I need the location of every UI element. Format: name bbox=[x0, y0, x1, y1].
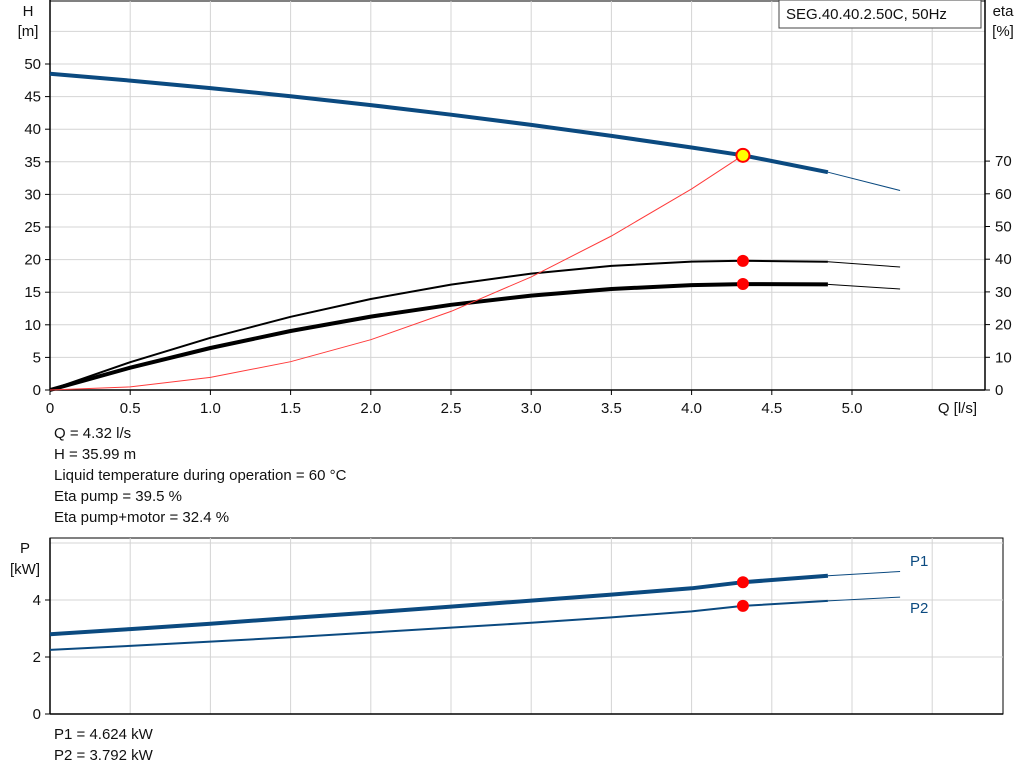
q-tick-label: 4.0 bbox=[681, 400, 702, 417]
info-liquid-temp: Liquid temperature during operation = 60… bbox=[54, 467, 347, 484]
q-tick-label: 2.0 bbox=[360, 400, 381, 417]
info-eta-pump: Eta pump = 39.5 % bbox=[54, 488, 182, 505]
eta-tick-label: 30 bbox=[995, 284, 1012, 301]
p-tick-label: 2 bbox=[33, 649, 41, 666]
info-q: Q = 4.32 l/s bbox=[54, 425, 132, 442]
eta-tick-label: 70 bbox=[995, 153, 1012, 170]
eta-tick-label: 50 bbox=[995, 219, 1012, 236]
eta-pump-motor-curve bbox=[49, 282, 828, 392]
h-tick-label: 15 bbox=[24, 284, 41, 301]
info-eta-total: Eta pump+motor = 32.4 % bbox=[54, 509, 230, 526]
h-tick-label: 5 bbox=[33, 349, 41, 366]
q-tick-label: 1.5 bbox=[280, 400, 301, 417]
top-plot-frame bbox=[49, 0, 986, 391]
p1-curve bbox=[49, 573, 829, 637]
p1-legend-label: P1 bbox=[910, 553, 928, 570]
q-tick-label: 0.5 bbox=[120, 400, 141, 417]
h-axis-label: H bbox=[23, 3, 34, 20]
info-h: H = 35.99 m bbox=[54, 446, 137, 463]
h-tick-label: 0 bbox=[33, 382, 41, 399]
eta-pump-motor-curve-extension bbox=[827, 283, 901, 290]
q-tick-label: 3.5 bbox=[601, 400, 622, 417]
h-axis-unit: [m] bbox=[18, 23, 39, 40]
h-tick-label: 10 bbox=[24, 317, 41, 334]
q-tick-label: 2.5 bbox=[441, 400, 462, 417]
q-tick-label: 3.0 bbox=[521, 400, 542, 417]
eta-total-duty-point bbox=[736, 278, 749, 291]
h-tick-label: 20 bbox=[24, 252, 41, 269]
p-tick-label: 0 bbox=[33, 706, 41, 723]
h-tick-label: 40 bbox=[24, 121, 41, 138]
eta-pump-curve bbox=[49, 259, 828, 391]
eta-pump-duty-point bbox=[736, 254, 749, 267]
eta-tick-label: 40 bbox=[995, 251, 1012, 268]
pump-model-box bbox=[778, 0, 982, 29]
h-tick-label: 35 bbox=[24, 154, 41, 171]
eta-tick-label: 0 bbox=[995, 382, 1003, 399]
eta-tick-label: 10 bbox=[995, 349, 1012, 366]
q-tick-label: 4.5 bbox=[761, 400, 782, 417]
p-axis-label: P bbox=[20, 540, 30, 557]
p2-curve bbox=[49, 599, 828, 651]
p1-duty-point bbox=[736, 576, 749, 589]
eta-axis-label: eta bbox=[993, 3, 1015, 20]
h-tick-label: 45 bbox=[24, 89, 41, 106]
eta-tick-label: 60 bbox=[995, 186, 1012, 203]
system-curve-curve bbox=[49, 154, 744, 391]
p-tick-label: 4 bbox=[33, 592, 41, 609]
q-tick-label: 5.0 bbox=[842, 400, 863, 417]
power-info: P1 = 4.624 kW P2 = 3.792 kW bbox=[54, 724, 153, 766]
h-tick-label: 25 bbox=[24, 219, 41, 236]
h-duty-point bbox=[735, 147, 751, 163]
p-axis-unit: [kW] bbox=[10, 561, 40, 578]
eta-tick-label: 20 bbox=[995, 317, 1012, 334]
q-tick-label: 0 bbox=[46, 400, 54, 417]
info-p2: P2 = 3.792 kW bbox=[54, 747, 153, 764]
eta-pump-curve-extension bbox=[827, 261, 901, 268]
p2-legend-label: P2 bbox=[910, 600, 928, 617]
duty-point-info: Q = 4.32 l/s H = 35.99 m Liquid temperat… bbox=[54, 423, 346, 528]
p2-duty-point bbox=[736, 599, 749, 612]
q-tick-label: 1.0 bbox=[200, 400, 221, 417]
h-tick-label: 30 bbox=[24, 186, 41, 203]
eta-axis-unit: [%] bbox=[992, 23, 1014, 40]
p1-curve-extension bbox=[827, 571, 901, 577]
q-axis-label: Q [l/s] bbox=[938, 400, 977, 417]
h-curve bbox=[49, 71, 829, 175]
h-curve-extension bbox=[827, 171, 901, 191]
p2-curve-extension bbox=[827, 596, 901, 602]
info-p1: P1 = 4.624 kW bbox=[54, 726, 153, 743]
pump-model-title: SEG.40.40.2.50C, 50Hz bbox=[786, 6, 947, 23]
h-tick-label: 50 bbox=[24, 56, 41, 73]
